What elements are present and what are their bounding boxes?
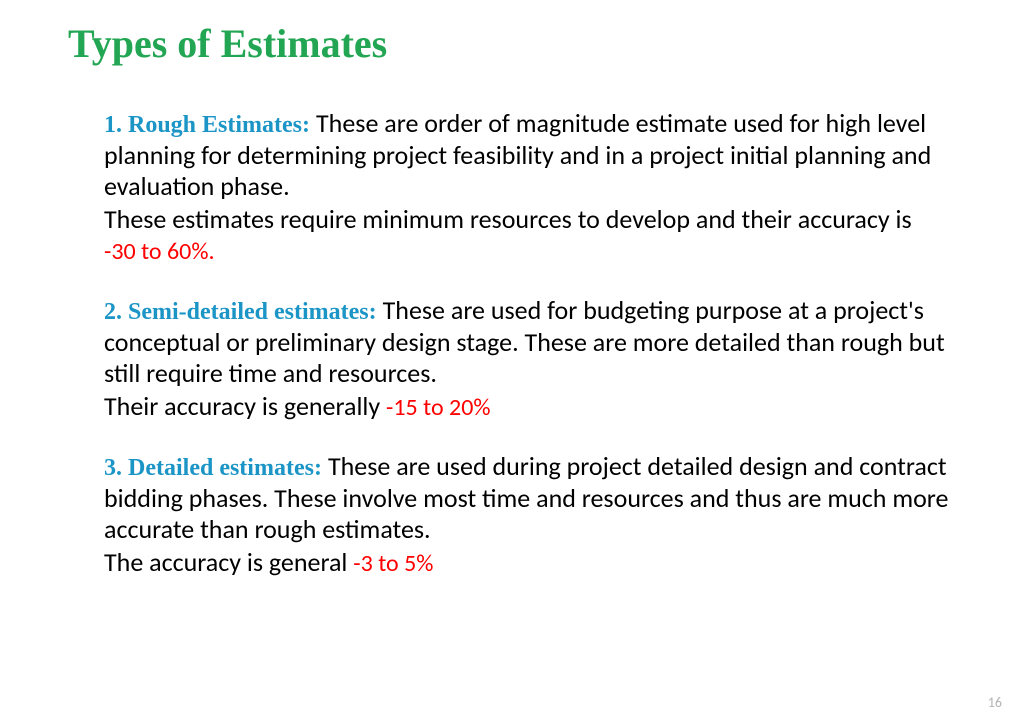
accuracy-line: The accuracy is general -3 to 5% <box>104 547 949 579</box>
section-heading: 2. Semi-detailed estimates: <box>104 299 383 325</box>
accuracy-lead: The accuracy is general <box>104 546 353 578</box>
accuracy-lead: These estimates require minimum resource… <box>104 203 912 235</box>
accuracy-lead: Their accuracy is generally <box>104 390 386 422</box>
accuracy-line: These estimates require minimum resource… <box>104 204 949 267</box>
section-body: 2. Semi-detailed estimates: These are us… <box>104 295 949 389</box>
accuracy-value: -30 to 60%. <box>104 237 215 266</box>
section-rough: 1. Rough Estimates: These are order of m… <box>104 108 949 267</box>
section-body: 3. Detailed estimates: These are used du… <box>104 451 949 545</box>
section-semi: 2. Semi-detailed estimates: These are us… <box>104 295 949 423</box>
section-detailed: 3. Detailed estimates: These are used du… <box>104 451 949 579</box>
page-number: 16 <box>988 694 1002 711</box>
accuracy-value: -15 to 20% <box>386 393 490 422</box>
slide-title: Types of Estimates <box>68 20 387 67</box>
section-body: 1. Rough Estimates: These are order of m… <box>104 108 949 202</box>
accuracy-line: Their accuracy is generally -15 to 20% <box>104 391 949 423</box>
accuracy-value: -3 to 5% <box>353 549 433 578</box>
section-heading: 3. Detailed estimates: <box>104 455 328 481</box>
content-area: 1. Rough Estimates: These are order of m… <box>104 108 949 607</box>
section-heading: 1. Rough Estimates: <box>104 112 316 138</box>
